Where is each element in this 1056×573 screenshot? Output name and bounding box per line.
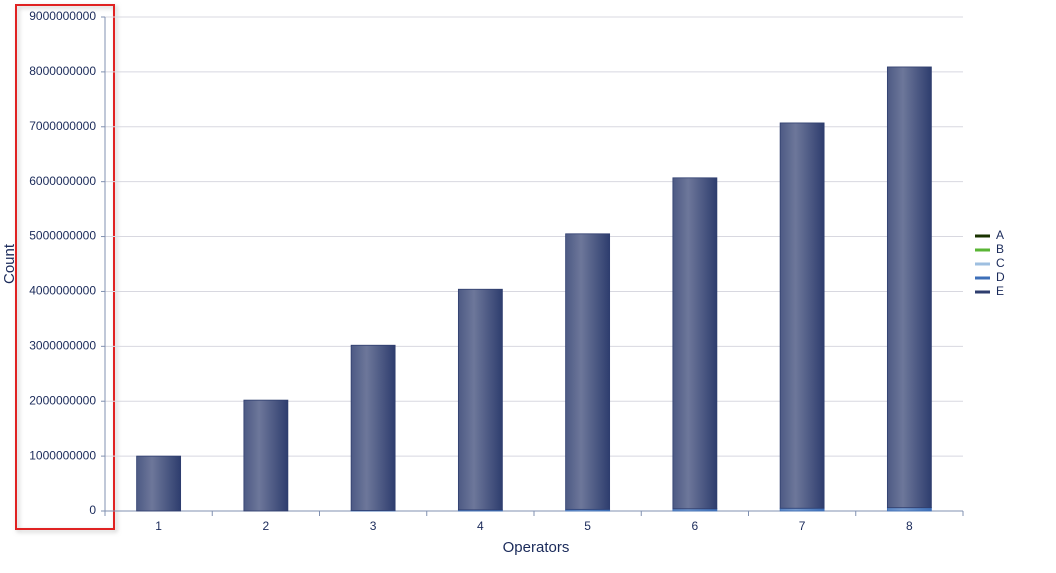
y-tick-label: 1000000000 bbox=[29, 448, 96, 462]
x-axis-title: Operators bbox=[503, 539, 570, 556]
highlight-box bbox=[15, 4, 115, 530]
y-tick-label: 2000000000 bbox=[29, 393, 96, 407]
bar-segment bbox=[779, 122, 825, 509]
bar-segment bbox=[350, 344, 396, 511]
x-tick-label: 6 bbox=[692, 519, 699, 533]
bar-segment bbox=[457, 288, 503, 511]
y-tick-label: 8000000000 bbox=[29, 64, 96, 78]
bar-segment bbox=[886, 66, 932, 509]
bar-segment bbox=[779, 507, 825, 512]
legend-label: A bbox=[996, 228, 1004, 242]
y-tick-label: 4000000000 bbox=[29, 284, 96, 298]
x-tick-label: 4 bbox=[477, 519, 484, 533]
y-tick-label: 3000000000 bbox=[29, 339, 96, 353]
legend-label: E bbox=[996, 284, 1004, 298]
x-tick-label: 2 bbox=[263, 519, 270, 533]
x-tick-label: 1 bbox=[155, 519, 162, 533]
bar-segment bbox=[136, 455, 182, 512]
bar-segment bbox=[565, 233, 611, 510]
bar-segment bbox=[672, 177, 718, 510]
legend-label: C bbox=[996, 256, 1005, 270]
y-tick-label: 0 bbox=[89, 503, 96, 517]
y-tick-label: 7000000000 bbox=[29, 119, 96, 133]
y-tick-label: 6000000000 bbox=[29, 174, 96, 188]
bar-segment bbox=[886, 507, 932, 512]
x-tick-label: 5 bbox=[584, 519, 591, 533]
x-tick-label: 3 bbox=[370, 519, 377, 533]
bar-segment bbox=[243, 399, 289, 512]
y-tick-label: 5000000000 bbox=[29, 229, 96, 243]
legend-label: B bbox=[996, 242, 1004, 256]
x-tick-label: 8 bbox=[906, 519, 913, 533]
x-tick-label: 7 bbox=[799, 519, 806, 533]
legend-label: D bbox=[996, 270, 1005, 284]
y-tick-label: 9000000000 bbox=[29, 9, 96, 23]
y-axis-title: Count bbox=[1, 243, 18, 284]
